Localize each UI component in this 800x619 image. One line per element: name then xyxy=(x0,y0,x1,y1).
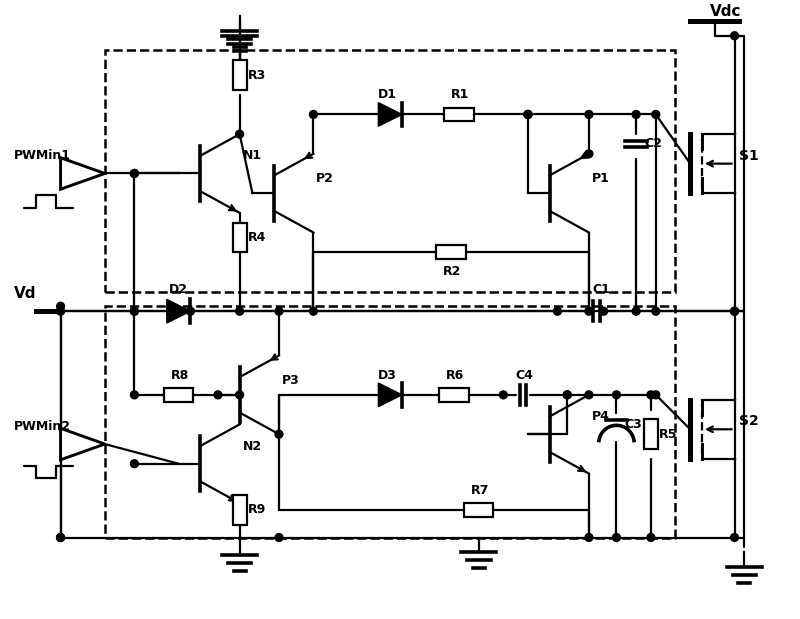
Circle shape xyxy=(236,130,243,138)
Circle shape xyxy=(647,391,655,399)
Circle shape xyxy=(214,391,222,399)
Text: R1: R1 xyxy=(451,89,470,102)
Text: D2: D2 xyxy=(169,283,188,296)
Text: PWMin2: PWMin2 xyxy=(14,420,71,433)
Circle shape xyxy=(613,391,620,399)
Text: C2: C2 xyxy=(644,137,662,150)
Circle shape xyxy=(275,307,283,315)
Circle shape xyxy=(647,534,655,542)
Circle shape xyxy=(652,307,660,315)
Circle shape xyxy=(585,534,593,542)
Bar xyxy=(233,223,246,252)
Circle shape xyxy=(585,150,593,158)
Text: R5: R5 xyxy=(658,428,677,441)
Text: Vd: Vd xyxy=(14,286,37,301)
Circle shape xyxy=(524,111,532,118)
Circle shape xyxy=(130,391,138,399)
Circle shape xyxy=(632,307,640,315)
Bar xyxy=(644,420,658,449)
Text: R3: R3 xyxy=(247,69,266,82)
Circle shape xyxy=(130,170,138,178)
Bar xyxy=(233,495,246,525)
Circle shape xyxy=(632,111,640,118)
Circle shape xyxy=(563,391,571,399)
Circle shape xyxy=(730,307,738,315)
Text: C4: C4 xyxy=(515,369,533,382)
Bar xyxy=(444,108,474,121)
Text: N2: N2 xyxy=(242,439,262,452)
Circle shape xyxy=(499,391,507,399)
Text: P3: P3 xyxy=(282,374,300,387)
Polygon shape xyxy=(378,103,402,126)
Circle shape xyxy=(130,460,138,468)
Circle shape xyxy=(310,307,318,315)
Polygon shape xyxy=(61,428,105,460)
Text: D1: D1 xyxy=(378,89,398,102)
Circle shape xyxy=(57,302,65,310)
Bar xyxy=(105,51,675,292)
Circle shape xyxy=(730,534,738,542)
Bar xyxy=(437,245,466,259)
Circle shape xyxy=(130,307,138,315)
Text: R4: R4 xyxy=(247,231,266,244)
Circle shape xyxy=(236,391,243,399)
Text: R6: R6 xyxy=(446,369,465,382)
Circle shape xyxy=(236,307,243,315)
Circle shape xyxy=(275,430,283,438)
Circle shape xyxy=(524,111,532,118)
Circle shape xyxy=(186,307,194,315)
Circle shape xyxy=(613,534,620,542)
Circle shape xyxy=(652,391,660,399)
Circle shape xyxy=(57,534,65,542)
Text: P1: P1 xyxy=(592,172,610,185)
Circle shape xyxy=(275,534,283,542)
Circle shape xyxy=(57,307,65,315)
Circle shape xyxy=(310,111,318,118)
Text: P4: P4 xyxy=(592,410,610,423)
Circle shape xyxy=(130,307,138,315)
Circle shape xyxy=(57,534,65,542)
Bar xyxy=(164,388,194,402)
Circle shape xyxy=(130,170,138,178)
Circle shape xyxy=(600,307,607,315)
Text: S2: S2 xyxy=(739,414,759,428)
Circle shape xyxy=(554,307,562,315)
Circle shape xyxy=(563,391,571,399)
Bar xyxy=(464,503,494,517)
Polygon shape xyxy=(378,383,402,407)
Circle shape xyxy=(585,111,593,118)
Bar xyxy=(105,306,675,537)
Bar xyxy=(439,388,469,402)
Text: C1: C1 xyxy=(593,283,610,296)
Circle shape xyxy=(585,391,593,399)
Bar xyxy=(233,60,246,90)
Polygon shape xyxy=(167,300,190,323)
Text: PWMin1: PWMin1 xyxy=(14,149,71,162)
Text: R8: R8 xyxy=(170,369,189,382)
Circle shape xyxy=(730,32,738,40)
Text: S1: S1 xyxy=(739,149,759,163)
Text: P2: P2 xyxy=(316,172,334,185)
Text: C3: C3 xyxy=(624,418,642,431)
Circle shape xyxy=(652,111,660,118)
Circle shape xyxy=(585,307,593,315)
Text: N1: N1 xyxy=(242,149,262,162)
Text: R7: R7 xyxy=(471,484,490,497)
Text: Vdc: Vdc xyxy=(710,4,742,19)
Text: R2: R2 xyxy=(443,266,462,279)
Circle shape xyxy=(524,111,532,118)
Text: D3: D3 xyxy=(378,369,398,382)
Text: R9: R9 xyxy=(247,503,266,516)
Circle shape xyxy=(730,307,738,315)
Polygon shape xyxy=(61,158,105,189)
